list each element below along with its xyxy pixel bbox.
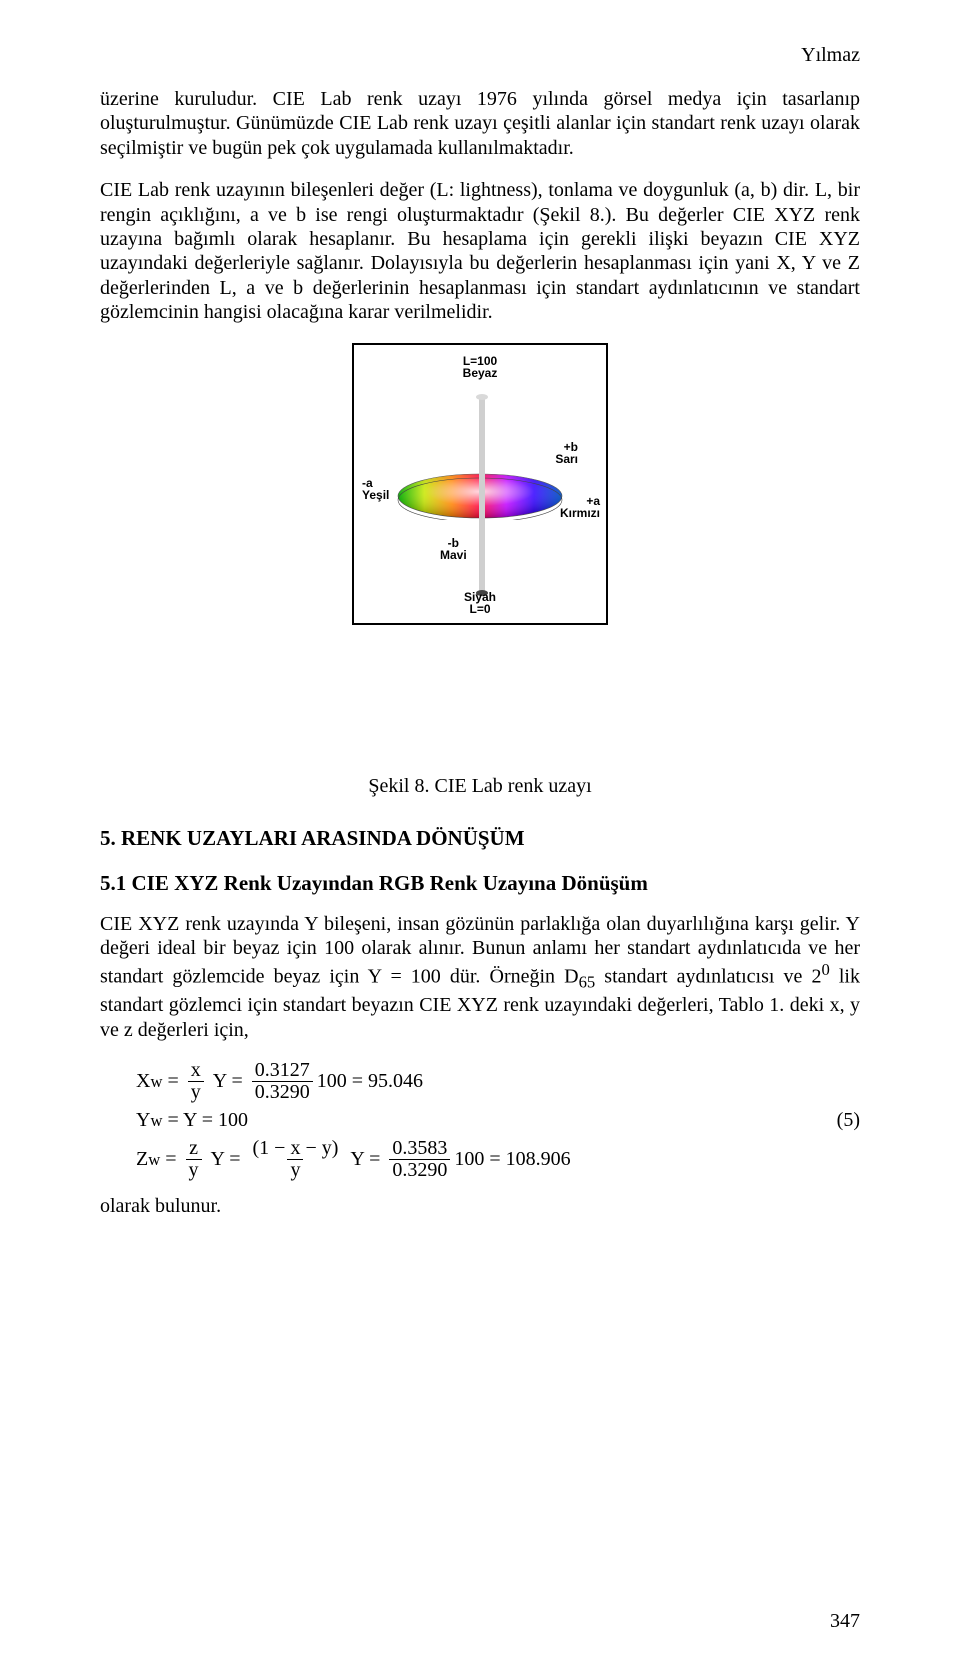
Zw-frac1-num: z (186, 1138, 201, 1159)
Xw-frac2-den: 0.3290 (252, 1081, 313, 1103)
figure-8-wrap: L=100 Beyaz +b Sarı +a Kırmızı -b Mavi -… (100, 343, 860, 625)
label-minus-a-name: Yeşil (362, 488, 389, 502)
Xw-frac2-num: 0.3127 (252, 1060, 313, 1081)
Zw-frac2: (1 − x − y) y (250, 1138, 342, 1181)
paragraph-1: üzerine kuruludur. CIE Lab renk uzayı 19… (100, 87, 860, 160)
Zw-frac3-den: 0.3290 (389, 1159, 450, 1181)
label-L0: Siyah L=0 (354, 591, 606, 615)
label-minus-b: -b Mavi (440, 537, 467, 561)
figure-8-caption: Şekil 8. CIE Lab renk uzayı (100, 775, 860, 798)
label-minus-b-name: Mavi (440, 548, 467, 562)
p3-sub: 65 (579, 973, 596, 992)
label-plus-a-name: Kırmızı (560, 506, 600, 520)
Zw-frac3-num: 0.3583 (389, 1138, 450, 1159)
Zw-frac1: z y (186, 1138, 202, 1181)
equation-block-5: Xw = x y Y = 0.3127 0.3290 100 = 95.046 … (136, 1060, 860, 1181)
heading-section-5: 5. RENK UZAYLARI ARASINDA DÖNÜŞÜM (100, 826, 860, 851)
Zw-frac1-den: y (186, 1159, 202, 1181)
Xw-tail: 100 = 95.046 (317, 1070, 423, 1093)
page: Yılmaz üzerine kuruludur. CIE Lab renk u… (0, 0, 960, 1657)
Yw-rhs: = Y = 100 (162, 1109, 248, 1132)
Xw-frac1-den: y (188, 1081, 204, 1103)
paragraph-2: CIE Lab renk uzayının bileşenleri değer … (100, 178, 860, 324)
Zw-tail: 100 = 108.906 (454, 1148, 570, 1171)
Zw-base: Z (136, 1148, 148, 1171)
label-L0-value: L=0 (469, 602, 490, 616)
Yw-sub: w (150, 1111, 162, 1131)
p3-part-2: standart aydınlatıcısı ve 2 (595, 966, 821, 988)
label-L100: L=100 Beyaz (354, 355, 606, 379)
label-plus-b: +b Sarı (555, 441, 578, 465)
label-L100-name: Beyaz (463, 366, 498, 380)
Zw-frac3: 0.3583 0.3290 (389, 1138, 450, 1181)
label-plus-a: +a Kırmızı (560, 495, 600, 519)
Xw-frac2: 0.3127 0.3290 (252, 1060, 313, 1103)
heading-section-5-1: 5.1 CIE XYZ Renk Uzayından RGB Renk Uzay… (100, 871, 860, 896)
Xw-mid: Y = (208, 1070, 248, 1093)
paragraph-3: CIE XYZ renk uzayında Y bileşeni, insan … (100, 912, 860, 1043)
label-plus-b-name: Sarı (555, 452, 578, 466)
Zw-mid2: Y = (345, 1148, 385, 1171)
closing-line: olarak bulunur. (100, 1195, 860, 1218)
equation-Zw: Zw = z y Y = (1 − x − y) y Y = 0.3583 0.… (136, 1138, 860, 1181)
eq-equals: = (160, 1148, 181, 1171)
Zw-sub: w (148, 1150, 160, 1170)
Xw-base: X (136, 1070, 150, 1093)
axis-icon (354, 345, 610, 627)
page-number: 347 (830, 1610, 860, 1633)
label-minus-a: -a Yeşil (362, 477, 389, 501)
Xw-frac1-num: x (188, 1060, 204, 1081)
Yw-base: Y (136, 1109, 150, 1132)
Xw-frac1: x y (188, 1060, 204, 1103)
figure-8-cie-lab-diagram: L=100 Beyaz +b Sarı +a Kırmızı -b Mavi -… (352, 343, 608, 625)
Zw-frac2-den: y (287, 1159, 303, 1181)
eq-equals: = (162, 1070, 183, 1093)
equation-Xw: Xw = x y Y = 0.3127 0.3290 100 = 95.046 (136, 1060, 860, 1103)
Zw-frac2-num: (1 − x − y) (250, 1138, 342, 1159)
running-head: Yılmaz (100, 44, 860, 67)
equation-Yw: Yw = Y = 100 (5) (136, 1109, 860, 1132)
equation-number-5: (5) (837, 1109, 860, 1132)
p3-sup: 0 (821, 960, 829, 979)
Zw-mid1: Y = (206, 1148, 246, 1171)
Xw-sub: w (150, 1072, 162, 1092)
